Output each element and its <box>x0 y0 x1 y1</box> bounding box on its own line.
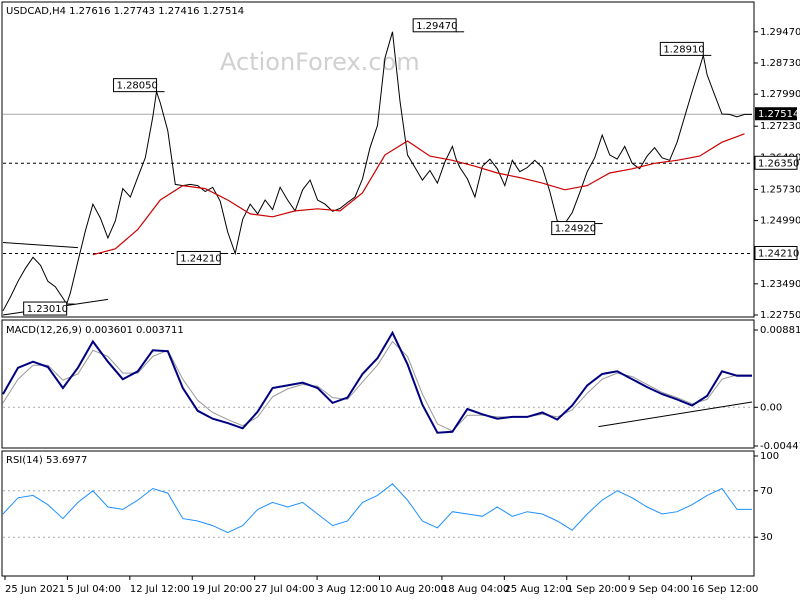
level-price-label: 1.26350 <box>758 158 799 169</box>
x-axis-tick-label: 3 Aug 12:00 <box>317 584 378 595</box>
x-axis-tick-label: 10 Aug 20:00 <box>380 584 447 595</box>
macd-signal-line <box>2 340 752 432</box>
rsi-axis-tick-label: 30 <box>760 532 773 543</box>
x-axis-tick-label: 18 Aug 04:00 <box>442 584 509 595</box>
last-price-label: 1.27514 <box>758 109 799 120</box>
price-annotation-box <box>23 301 68 316</box>
price-axis-tick-label: 1.27990 <box>760 89 800 100</box>
watermark: ActionForex.com <box>220 48 420 76</box>
macd-title: MACD(12,26,9) 0.003601 0.003711 <box>6 325 184 336</box>
trendline <box>2 242 78 249</box>
x-axis-tick-label: 12 Jul 12:00 <box>130 584 190 595</box>
x-axis-tick-label: 19 Jul 20:00 <box>192 584 252 595</box>
price-annotation-label: 1.28910 <box>663 44 704 55</box>
price-annotation-box <box>113 78 158 93</box>
x-axis-tick-label: 25 Jun 2021 <box>5 584 65 595</box>
price-axis-tick-label: 1.28730 <box>760 58 800 69</box>
price-annotation-label: 1.29470 <box>416 21 457 32</box>
level-price-label: 1.24210 <box>758 248 799 259</box>
price-axis-tick-label: 1.25730 <box>760 184 800 195</box>
price-axis-tick-label: 1.27230 <box>760 121 800 132</box>
macd-axis-tick-label: 0.00 <box>760 402 782 413</box>
price-panel <box>1 1 755 318</box>
level-price-box <box>754 245 798 260</box>
price-annotation-box <box>176 250 221 265</box>
price-annotation-label: 1.24920 <box>555 224 596 235</box>
level-price-box <box>754 155 798 170</box>
price-title: USDCAD,H4 1.27616 1.27743 1.27416 1.2751… <box>6 6 244 17</box>
rsi-panel <box>1 450 755 577</box>
price-axis-tick-label: 1.23490 <box>760 279 800 290</box>
macd-axis-tick-label: -0.004416 <box>760 441 800 452</box>
price-line <box>2 31 752 312</box>
macd-layer: 0.008816 0.00 -0.004416 <box>2 325 800 452</box>
x-axis-tick-label: 25 Aug 12:00 <box>504 584 571 595</box>
price-layer: 1.294701.287301.279901.272301.264901.257… <box>2 18 800 321</box>
rsi-title: RSI(14) 53.6977 <box>6 455 87 466</box>
macd-trendline <box>598 401 753 428</box>
x-axis: 25 Jun 2021 5 Jul 04:00 12 Jul 12:00 19 Jul… <box>4 576 759 595</box>
rsi-axis-tick-label: 100 <box>760 451 779 462</box>
macd-axis-tick-label: 0.008816 <box>760 325 800 336</box>
price-axis-tick-label: 1.22750 <box>760 310 800 321</box>
macd-line <box>2 330 752 434</box>
x-axis-tick-label: 9 Sep 04:00 <box>629 584 689 595</box>
x-axis-tick-label: 5 Jul 04:00 <box>67 584 121 595</box>
rsi-axis-tick-label: 70 <box>760 486 773 497</box>
price-annotation-box <box>412 18 457 33</box>
price-annotation-label: 1.24210 <box>180 253 221 264</box>
macd-panel <box>1 319 755 449</box>
price-axis-tick-label: 1.29470 <box>760 27 800 38</box>
rsi-layer: 100 70 30 <box>2 451 779 543</box>
x-axis-tick-label: 16 Sep 12:00 <box>692 584 759 595</box>
moving-average-line <box>92 133 745 256</box>
rsi-line <box>2 483 752 534</box>
last-price-box <box>755 107 797 121</box>
x-axis-tick-label: 27 Jul 04:00 <box>255 584 315 595</box>
price-annotation-label: 1.23010 <box>27 304 68 315</box>
price-axis-tick-label: 1.24990 <box>760 216 800 227</box>
x-axis-tick-label: 1 Sep 20:00 <box>567 584 627 595</box>
price-annotation-label: 1.28050 <box>117 81 158 92</box>
price-annotation-box <box>659 41 704 56</box>
price-annotation-box <box>551 221 596 236</box>
